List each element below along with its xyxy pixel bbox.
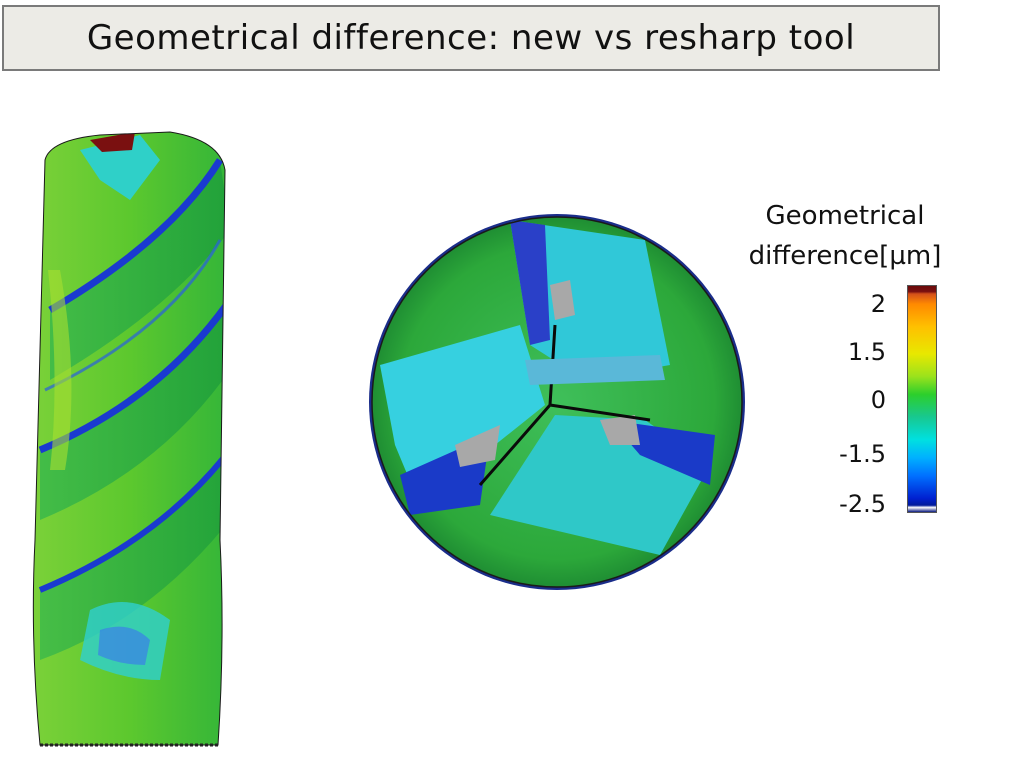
legend-title-line2: difference[µm]	[748, 241, 942, 271]
tick-label: 2	[870, 290, 886, 318]
tool-top-view	[369, 214, 745, 590]
color-scale-bar	[907, 285, 937, 513]
title-box: Geometrical difference: new vs resharp t…	[2, 5, 940, 71]
tick-label: 0	[870, 386, 886, 414]
tick-label: 1.5	[847, 338, 886, 366]
legend-title: Geometrical difference[µm]	[730, 196, 960, 276]
legend-title-line1: Geometrical	[765, 201, 925, 231]
cutting-faces	[380, 220, 715, 555]
tick-label: -1.5	[839, 440, 886, 468]
tick-label: -2.5	[839, 490, 886, 518]
tool-side-view	[32, 131, 226, 747]
page-title: Geometrical difference: new vs resharp t…	[86, 18, 856, 58]
tool-body	[33, 132, 226, 745]
